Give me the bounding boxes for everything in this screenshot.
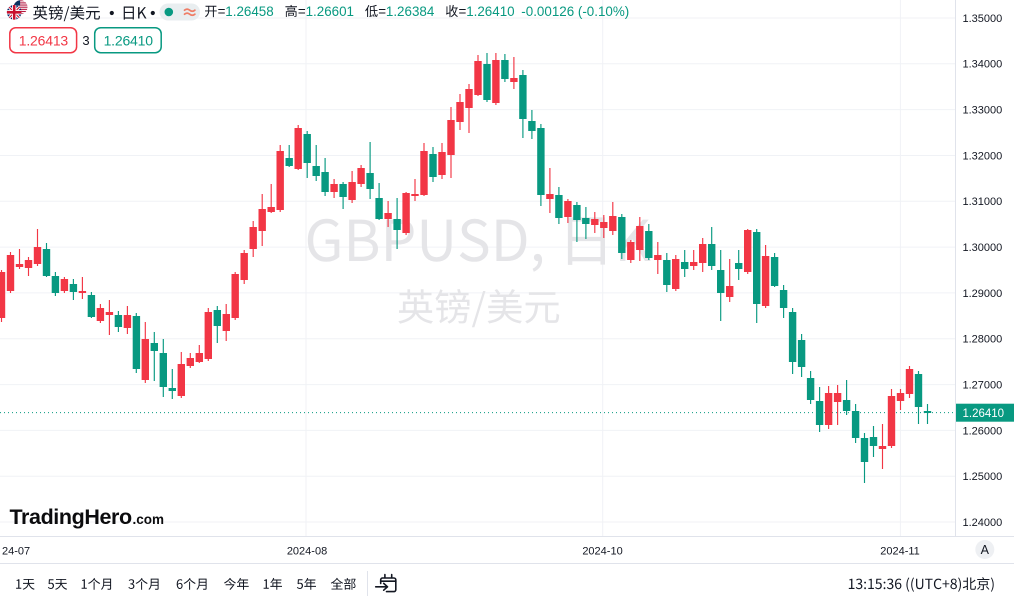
svg-text:=: = <box>218 4 226 19</box>
svg-text:1.26410: 1.26410 <box>466 4 514 19</box>
svg-text:3: 3 <box>82 33 89 48</box>
svg-text:1.34000: 1.34000 <box>963 59 1003 71</box>
svg-text:=: = <box>378 4 386 19</box>
svg-text:1.24000: 1.24000 <box>963 517 1003 529</box>
svg-text:1.26410: 1.26410 <box>963 408 1005 420</box>
svg-text:1.26410: 1.26410 <box>104 32 154 48</box>
svg-text:1.35000: 1.35000 <box>963 13 1003 25</box>
svg-text:1.28000: 1.28000 <box>963 334 1003 346</box>
svg-text:2024-11: 2024-11 <box>880 546 920 558</box>
svg-text:-0.00126 (-0.10%): -0.00126 (-0.10%) <box>521 4 629 19</box>
svg-text:1.26384: 1.26384 <box>386 4 435 19</box>
svg-text:=: = <box>459 4 467 19</box>
svg-text:A: A <box>981 543 990 557</box>
svg-text:1.32000: 1.32000 <box>963 150 1003 162</box>
svg-text:1.26458: 1.26458 <box>225 4 273 19</box>
svg-text:1.29000: 1.29000 <box>963 288 1003 300</box>
svg-text:24-07: 24-07 <box>2 546 30 558</box>
svg-text:2024-08: 2024-08 <box>287 546 327 558</box>
svg-text:1.26000: 1.26000 <box>963 425 1003 437</box>
svg-text:TradingHero: TradingHero <box>10 505 132 529</box>
svg-text:.com: .com <box>133 512 165 527</box>
svg-text:1.26413: 1.26413 <box>19 32 69 48</box>
svg-text:1.30000: 1.30000 <box>963 242 1003 254</box>
svg-text:1.31000: 1.31000 <box>963 196 1003 208</box>
svg-text:=: = <box>298 4 306 19</box>
svg-text:1.33000: 1.33000 <box>963 105 1003 117</box>
svg-text:1.27000: 1.27000 <box>963 380 1003 392</box>
svg-text:1.26601: 1.26601 <box>306 4 354 19</box>
svg-text:2024-10: 2024-10 <box>582 546 622 558</box>
svg-text:1.25000: 1.25000 <box>963 471 1003 483</box>
